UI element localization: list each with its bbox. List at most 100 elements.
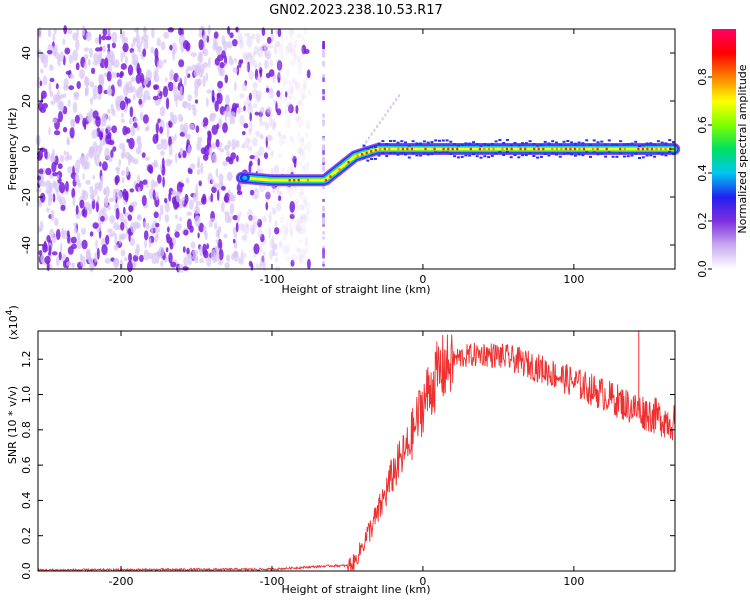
spectrogram-noise-cell bbox=[118, 72, 124, 79]
snr-y-tick-label: 0.8 bbox=[20, 421, 33, 439]
spectrogram-noise-cell bbox=[118, 95, 124, 101]
spectrogram-noise-cell bbox=[302, 37, 305, 44]
spectrogram-noise-cell bbox=[215, 46, 222, 56]
spectrogram-noise-cell bbox=[116, 72, 120, 78]
spectrogram-noise-cell bbox=[255, 151, 261, 159]
spectrogram-noise-cell bbox=[266, 36, 272, 45]
spectrogram-noise-cell bbox=[211, 179, 215, 184]
spectrogram-noise-cell bbox=[51, 233, 57, 244]
snr-x-tick-label: -200 bbox=[109, 575, 134, 588]
spectrogram-spike-cell bbox=[322, 248, 325, 252]
spectrogram-ridge-core bbox=[619, 147, 622, 151]
spectrogram-noise-cell bbox=[185, 133, 191, 140]
spectrogram-noise-cell bbox=[76, 238, 82, 250]
spectrogram-noise bbox=[35, 24, 400, 273]
spectrogram-noise-cell bbox=[237, 33, 243, 44]
spectrogram-noise-cell bbox=[207, 24, 211, 36]
spectrogram-streak-cell bbox=[378, 121, 381, 125]
spectrogram-noise-cell bbox=[280, 134, 287, 140]
spectrogram-noise-cell bbox=[49, 64, 54, 71]
spectrogram-noise-cell bbox=[242, 52, 248, 60]
spectrogram-noise-cell bbox=[81, 189, 86, 201]
spectrogram-noise-cell bbox=[41, 52, 47, 65]
spectrogram-noise-cell bbox=[188, 199, 194, 210]
spectrogram-noise-cell bbox=[76, 81, 81, 89]
spectrogram-noise-cell bbox=[75, 38, 80, 51]
spectrogram-noise-cell bbox=[135, 89, 140, 98]
spectrogram-noise-cell bbox=[249, 224, 256, 235]
spectrogram-noise-cell bbox=[95, 200, 99, 213]
spectrogram-ridge-edge bbox=[438, 139, 441, 142]
spectrogram-noise-cell bbox=[246, 35, 253, 48]
spectrogram-noise-cell bbox=[237, 105, 241, 115]
spectrogram-noise-cell bbox=[51, 251, 58, 256]
spectrogram-noise-cell bbox=[253, 155, 259, 162]
spectrogram-noise-cell bbox=[285, 80, 292, 85]
spectrogram-noise-cell bbox=[213, 251, 220, 262]
spectrogram-ridge-edge bbox=[551, 152, 555, 155]
spectrogram-noise-cell bbox=[292, 78, 297, 84]
spectrogram-noise-cell bbox=[197, 232, 200, 239]
spectrogram-spike-cell bbox=[322, 186, 325, 190]
spectrogram-noise-cell bbox=[226, 171, 233, 181]
spectrogram-noise-cell bbox=[82, 173, 85, 180]
spectrogram-noise-cell bbox=[60, 204, 66, 211]
spectrogram-noise-cell bbox=[77, 182, 82, 188]
spectrogram-ridge-edge bbox=[381, 140, 385, 143]
spectrogram-noise-cell bbox=[220, 180, 224, 187]
spectrogram-ridge-edge bbox=[634, 152, 638, 155]
spectrogram-noise-cell bbox=[286, 42, 293, 54]
spectrogram-noise-cell bbox=[197, 78, 202, 87]
spectrogram-ridge-edge bbox=[555, 141, 558, 144]
spectrogram-noise-cell bbox=[261, 255, 265, 263]
spectrogram-noise-cell bbox=[249, 155, 256, 160]
spectrogram-noise-cell bbox=[52, 45, 56, 57]
spectrogram-ridge-core bbox=[338, 168, 341, 171]
spectrogram-noise-cell bbox=[294, 219, 301, 224]
spectrogram-noise-cell bbox=[137, 46, 142, 53]
snr-x-tick-label: -100 bbox=[259, 575, 284, 588]
spectrogram-noise-cell bbox=[259, 116, 263, 127]
spectrogram-noise-cell bbox=[229, 191, 234, 202]
spectrogram-noise-cell bbox=[288, 134, 293, 142]
spectrogram-noise-cell bbox=[232, 214, 239, 221]
spectrogram-noise-cell bbox=[297, 247, 302, 255]
spectrogram-noise-cell bbox=[295, 198, 300, 204]
spectrogram-ridge-edge bbox=[532, 143, 536, 145]
spectrogram-noise-cell bbox=[112, 108, 116, 117]
spectrogram-noise-cell bbox=[271, 207, 277, 215]
spectrogram-ridge-edge bbox=[592, 139, 596, 142]
spectrogram-noise-cell bbox=[72, 196, 76, 207]
spectrogram-noise-cell bbox=[244, 80, 248, 87]
spectrogram-noise-cell bbox=[165, 247, 169, 253]
spectrogram-ridge-core bbox=[492, 147, 495, 151]
spectrogram-noise-cell bbox=[297, 222, 303, 234]
spectrogram-noise-cell bbox=[235, 103, 239, 108]
spectrogram-ridge-edge bbox=[381, 152, 385, 155]
spectrogram-noise-cell bbox=[142, 221, 147, 228]
spectrogram-noise-cell bbox=[62, 38, 66, 45]
spectrogram-noise-cell bbox=[299, 253, 303, 264]
spectrogram-streak-cell bbox=[384, 113, 387, 117]
spectrogram-noise-cell bbox=[292, 77, 296, 86]
spectrogram-noise-cell bbox=[159, 204, 164, 216]
spectrogram-noise-cell bbox=[127, 154, 131, 166]
spectrogram-noise-cell bbox=[162, 176, 165, 188]
spectrogram-noise-cell bbox=[104, 57, 109, 69]
spectrogram-noise-cell bbox=[56, 174, 60, 181]
spectrogram-noise-cell bbox=[142, 114, 149, 124]
spectrogram-noise-cell bbox=[224, 74, 229, 84]
spectrogram-noise-cell bbox=[300, 137, 305, 143]
spectrogram-ridge-core bbox=[569, 147, 572, 151]
spectrogram-ridge-edge bbox=[630, 154, 634, 157]
snr-y-tick-label: 0.4 bbox=[20, 492, 33, 510]
spectrogram-noise-cell bbox=[81, 227, 87, 235]
spectrogram-noise-cell bbox=[189, 168, 193, 175]
spectrogram-noise-cell bbox=[304, 235, 309, 247]
spectrogram-noise-cell bbox=[194, 86, 199, 98]
spectrogram-noise-cell bbox=[242, 131, 246, 136]
spectrogram-noise-cell bbox=[132, 254, 139, 262]
spectrogram-noise-cell bbox=[224, 211, 230, 216]
spectrogram-noise-cell bbox=[253, 243, 260, 255]
spectrogram-noise-cell bbox=[101, 244, 108, 256]
